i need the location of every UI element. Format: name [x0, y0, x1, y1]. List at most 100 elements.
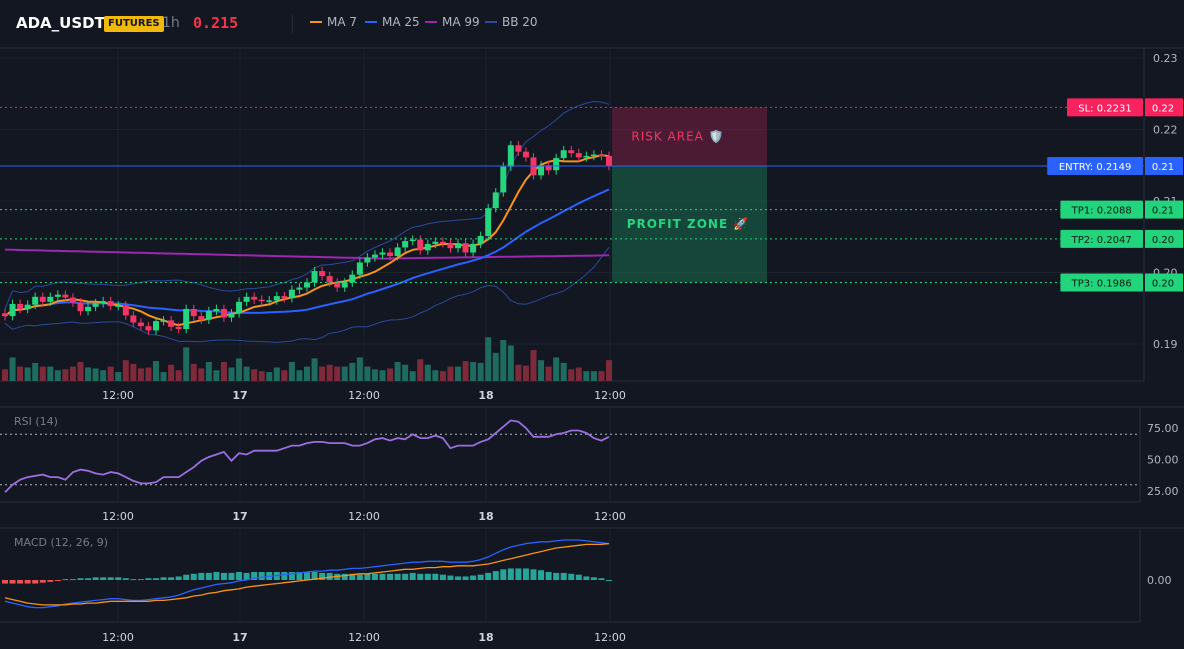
volume-bar: [54, 370, 61, 381]
candle-body: [236, 301, 243, 314]
time-axis-tick: 17: [232, 389, 247, 402]
volume-bar: [281, 370, 288, 381]
macd-histogram-bar: [583, 576, 590, 580]
volume-bar: [32, 362, 39, 381]
volume-bar: [606, 360, 612, 381]
candle-body: [190, 308, 197, 317]
macd-histogram-bar: [402, 573, 409, 580]
rsi-axis-tick: 50.00: [1147, 454, 1179, 467]
legend-label: BB 20: [502, 15, 538, 29]
timeframe-label[interactable]: 1h: [162, 15, 180, 31]
tp1-axis-tag-label: 0.21: [1152, 206, 1174, 217]
macd-histogram-bar: [85, 578, 92, 580]
volume-bar: [17, 366, 24, 381]
candle-body: [349, 274, 356, 283]
time-axis-tick: 18: [478, 510, 493, 523]
macd-histogram-bar: [281, 572, 288, 580]
volume-bar: [39, 366, 46, 381]
macd-histogram-bar: [545, 572, 552, 580]
candle-body: [334, 282, 341, 288]
tp3-tag-label: TP3: 0.1986: [1071, 279, 1132, 290]
volume-bar: [492, 352, 499, 381]
candle-body: [2, 313, 8, 317]
legend-swatch-icon: [365, 21, 377, 23]
volume-bar: [258, 371, 265, 381]
macd-histogram-bar: [160, 577, 167, 580]
volume-bar: [311, 358, 318, 381]
macd-histogram-bar: [100, 577, 107, 580]
candle-body: [402, 241, 409, 248]
macd-histogram-bar: [304, 572, 310, 580]
legend-swatch-icon: [310, 21, 322, 23]
legend-ma99[interactable]: MA 99: [425, 15, 480, 29]
macd-pane-label: MACD (12, 26, 9): [14, 536, 108, 549]
volume-bar: [530, 350, 537, 381]
time-axis-tick: 12:00: [594, 631, 626, 644]
legend-label: MA 25: [382, 15, 420, 29]
macd-histogram-bar: [251, 572, 258, 580]
macd-histogram-bar: [364, 573, 371, 580]
volume-bar: [387, 368, 394, 381]
volume-bar: [462, 361, 469, 381]
macd-histogram-bar: [107, 577, 114, 580]
volume-bar: [455, 366, 461, 381]
volume-bar: [24, 367, 31, 381]
macd-histogram-bar: [417, 573, 424, 580]
macd-histogram-bar: [387, 573, 394, 580]
macd-histogram-bar: [326, 572, 333, 580]
candle-body: [311, 271, 318, 283]
macd-histogram-bar: [553, 572, 560, 580]
volume-bar: [417, 359, 424, 381]
volume-bar: [439, 371, 446, 381]
candle-body: [213, 308, 220, 312]
candle-body: [409, 239, 416, 242]
candle-body: [122, 305, 129, 316]
futures-badge: FUTURES: [104, 16, 164, 32]
volume-bar: [326, 364, 333, 381]
volume-bar: [183, 347, 190, 381]
time-axis-tick: 18: [478, 389, 493, 402]
tp2-axis-tag: [1145, 229, 1183, 248]
bollinger-upper-line: [4, 100, 610, 310]
candle-body: [145, 326, 152, 331]
volume-bar: [115, 372, 122, 381]
candle-body: [432, 241, 439, 244]
volume-bar: [198, 368, 205, 381]
candle-body: [590, 154, 597, 157]
candle-body: [439, 241, 446, 244]
volume-bar: [409, 371, 416, 381]
symbol-name[interactable]: ADA_USDT: [16, 14, 105, 32]
legend-ma7[interactable]: MA 7: [310, 15, 357, 29]
macd-histogram-bar: [130, 579, 137, 581]
legend-swatch-icon: [485, 21, 497, 23]
macd-histogram-bar: [77, 578, 84, 580]
profit-zone: [612, 165, 767, 283]
volume-bar: [341, 366, 348, 381]
legend-bb20[interactable]: BB 20: [485, 15, 538, 29]
candle-body: [462, 243, 469, 253]
macd-axis-tick: 0.00: [1147, 574, 1172, 587]
macd-histogram-bar: [311, 572, 318, 580]
volume-bar: [160, 372, 167, 381]
macd-histogram-bar: [447, 575, 454, 580]
volume-bar: [273, 367, 280, 381]
candle-body: [243, 296, 250, 302]
legend-label: MA 7: [327, 15, 358, 29]
macd-histogram-bar: [568, 573, 575, 580]
legend-ma25[interactable]: MA 25: [365, 15, 420, 29]
candle-body: [32, 296, 39, 305]
volume-bar: [447, 366, 454, 381]
macd-histogram-bar: [137, 579, 144, 581]
time-axis-tick: 12:00: [348, 631, 380, 644]
candle-body: [228, 313, 235, 318]
macd-histogram-bar: [470, 575, 477, 580]
macd-histogram-bar: [153, 578, 159, 580]
macd-histogram-bar: [356, 574, 363, 580]
volume-bar: [470, 362, 477, 381]
candle-body: [477, 236, 484, 244]
candle-body: [183, 308, 190, 329]
macd-histogram-bar: [349, 573, 356, 580]
candle-body: [220, 308, 227, 318]
candle-body: [356, 262, 363, 275]
